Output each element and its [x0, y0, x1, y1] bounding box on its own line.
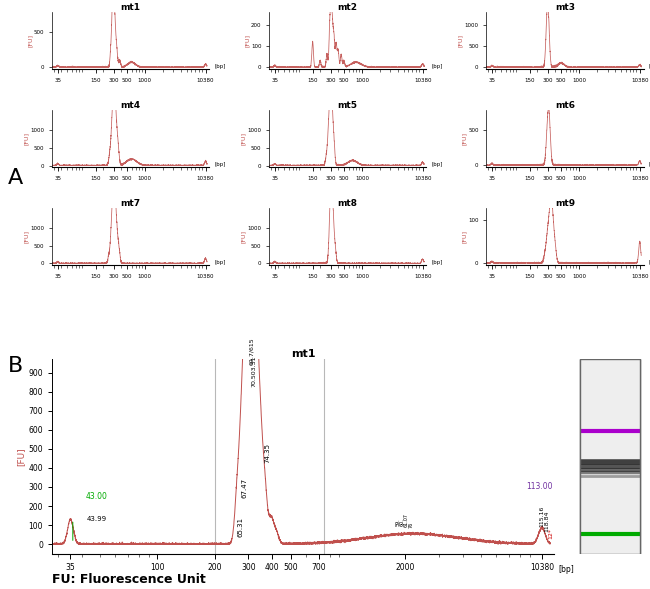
- Text: 69.7/615: 69.7/615: [249, 337, 254, 365]
- Text: 70.503.31: 70.503.31: [252, 356, 257, 387]
- Text: B: B: [8, 356, 23, 376]
- Y-axis label: [FU]: [FU]: [24, 230, 29, 243]
- Y-axis label: [FU]: [FU]: [462, 132, 467, 145]
- Text: 118.84: 118.84: [544, 510, 549, 532]
- Text: 43.00: 43.00: [86, 492, 107, 501]
- Y-axis label: [FU]: [FU]: [458, 34, 463, 47]
- Title: mt2: mt2: [338, 3, 358, 12]
- Text: 59.: 59.: [395, 518, 400, 526]
- Text: 61.07: 61.07: [404, 513, 409, 527]
- Text: [bp]: [bp]: [431, 64, 443, 70]
- Title: mt1: mt1: [291, 349, 315, 359]
- Text: [bp]: [bp]: [214, 163, 226, 167]
- Title: mt9: mt9: [555, 198, 575, 207]
- Title: mt4: mt4: [121, 101, 140, 110]
- Text: [bp]: [bp]: [431, 260, 443, 265]
- Y-axis label: [FU]: [FU]: [241, 230, 246, 243]
- Text: 43.99: 43.99: [86, 517, 107, 522]
- Title: mt5: mt5: [338, 101, 358, 110]
- Text: 115.16: 115.16: [540, 506, 544, 527]
- Text: [bp]: [bp]: [214, 260, 226, 265]
- Text: A: A: [8, 168, 23, 188]
- Title: mt3: mt3: [555, 3, 575, 12]
- Text: 65.31: 65.31: [237, 517, 243, 537]
- Y-axis label: [FU]: [FU]: [24, 132, 29, 145]
- Text: 60.: 60.: [400, 518, 404, 526]
- Text: 12*: 12*: [549, 528, 554, 540]
- Text: 74.35: 74.35: [264, 443, 270, 463]
- Text: [bp]: [bp]: [648, 163, 650, 167]
- Title: mt6: mt6: [555, 101, 575, 110]
- Title: mt1: mt1: [121, 3, 140, 12]
- Text: [bp]: [bp]: [559, 565, 575, 574]
- Y-axis label: [FU]: [FU]: [27, 34, 32, 47]
- Y-axis label: [FU]: [FU]: [462, 230, 467, 243]
- Text: [bp]: [bp]: [431, 163, 443, 167]
- Text: [bp]: [bp]: [648, 64, 650, 70]
- Text: 67.47: 67.47: [242, 477, 248, 498]
- Title: mt8: mt8: [338, 198, 358, 207]
- Text: [bp]: [bp]: [214, 64, 226, 70]
- Y-axis label: [FU]: [FU]: [241, 132, 246, 145]
- Title: mt7: mt7: [121, 198, 140, 207]
- Text: 76: 76: [409, 522, 414, 528]
- Text: 113.00: 113.00: [526, 482, 552, 491]
- Y-axis label: [FU]: [FU]: [16, 447, 25, 466]
- Y-axis label: [FU]: [FU]: [244, 34, 250, 47]
- Text: [bp]: [bp]: [648, 260, 650, 265]
- Text: FU: Fluorescence Unit: FU: Fluorescence Unit: [52, 573, 206, 586]
